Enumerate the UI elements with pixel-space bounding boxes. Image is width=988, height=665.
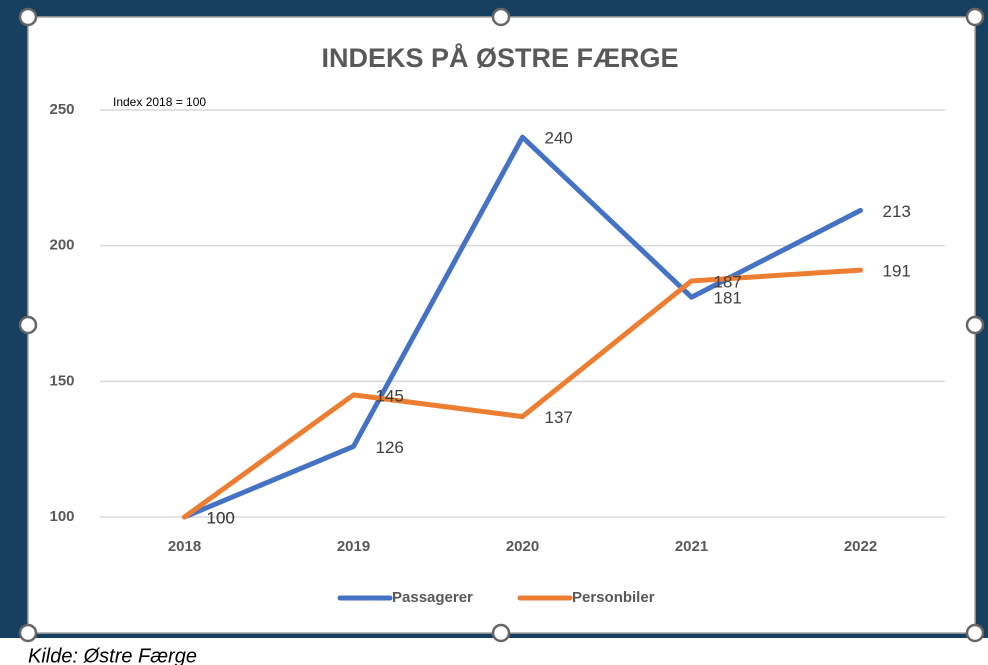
data-label: 126	[376, 438, 404, 457]
x-tick-label: 2022	[844, 538, 877, 555]
data-label: 137	[545, 408, 573, 427]
annotation: Index 2018 = 100	[113, 95, 206, 109]
series-line	[182, 134, 863, 520]
y-tick-label: 100	[49, 508, 74, 525]
y-tick-label: 200	[49, 237, 74, 254]
data-label: 100	[207, 508, 235, 527]
data-label: 191	[883, 262, 911, 281]
source: Kilde: Østre Færge	[28, 645, 197, 665]
data-label: 145	[376, 386, 404, 405]
chart-title: INDEKS PÅ ØSTRE FÆRGE	[321, 42, 678, 73]
selection-handles	[18, 7, 985, 643]
x-tick-label: 2020	[506, 538, 539, 555]
legend-label: Passagerer	[392, 589, 473, 606]
data-label: 240	[545, 129, 573, 148]
source-strip	[0, 638, 988, 665]
x-tick-label: 2018	[168, 538, 201, 555]
series-line	[182, 267, 863, 520]
y-tick-label: 150	[49, 372, 74, 389]
data-label: 187	[714, 272, 742, 291]
y-tick-label: 250	[49, 101, 74, 118]
data-label: 181	[714, 289, 742, 308]
chart-area[interactable]	[27, 16, 976, 634]
legend-label: Personbiler	[572, 589, 655, 606]
data-label: 100	[207, 508, 235, 527]
data-label: 213	[883, 202, 911, 221]
x-tick-label: 2019	[337, 538, 370, 555]
x-tick-label: 2021	[675, 538, 708, 555]
